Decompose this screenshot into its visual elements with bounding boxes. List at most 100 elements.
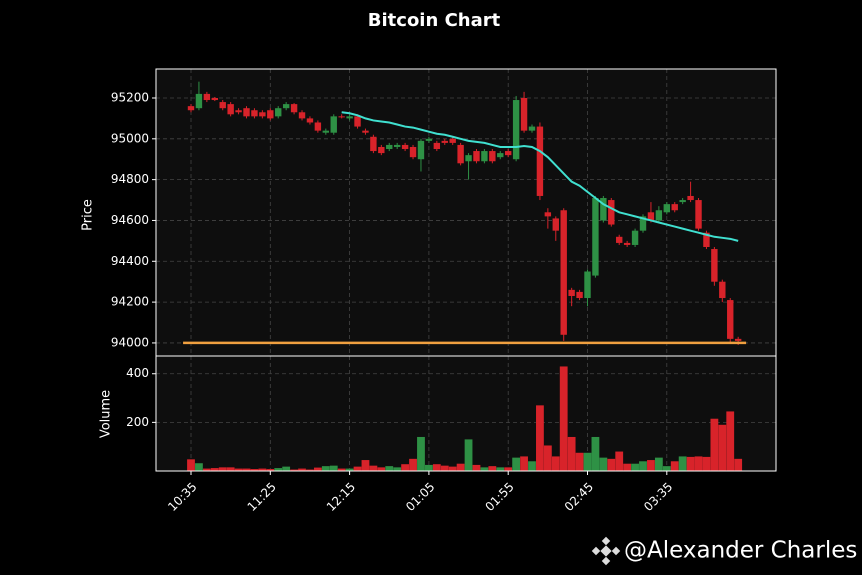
candle-body	[528, 126, 536, 131]
volume-bar	[575, 452, 584, 471]
volume-bar	[591, 436, 600, 471]
volume-bar	[678, 456, 687, 471]
candle-body	[703, 232, 710, 247]
volume-bar	[353, 466, 362, 471]
candle-body	[489, 151, 496, 162]
volume-bar	[448, 466, 457, 471]
y-axis-title: Price	[81, 199, 96, 231]
volume-bar	[480, 467, 489, 471]
candle-body	[219, 102, 226, 109]
candle-body	[465, 155, 472, 162]
volume-bar	[734, 458, 743, 471]
candle-body	[449, 138, 456, 143]
candle-body	[417, 140, 425, 160]
volume-bar	[377, 467, 386, 471]
candle-body	[211, 97, 218, 101]
candle-body	[322, 130, 330, 133]
candle-body	[544, 212, 552, 217]
volume-bar	[250, 469, 259, 471]
y-tick-label: 95200	[111, 90, 149, 104]
candle-body	[203, 93, 211, 101]
candle-body	[568, 289, 575, 296]
volume-axis-title: Volume	[99, 390, 114, 438]
volume-bar	[464, 439, 473, 471]
volume-bar	[187, 459, 195, 471]
candle-body	[679, 200, 686, 203]
candle-body	[536, 126, 544, 196]
candle-body	[734, 338, 742, 341]
volume-bar	[425, 464, 433, 471]
volume-bar	[726, 411, 735, 471]
volume-bar	[282, 466, 291, 471]
plot-area	[156, 69, 776, 471]
candle-body	[338, 116, 345, 118]
volume-bar	[528, 461, 536, 471]
candle-body	[639, 216, 647, 231]
volume-bar	[369, 465, 378, 471]
candle-body	[505, 151, 512, 156]
volume-bar	[290, 469, 298, 471]
candle-body	[298, 112, 306, 119]
volume-bar	[686, 456, 695, 471]
candle-body	[512, 100, 520, 160]
candle-body	[457, 144, 464, 164]
volume-bar	[361, 460, 370, 471]
volume-bar	[639, 461, 647, 471]
volume-bar	[615, 451, 624, 471]
candle-body	[616, 236, 623, 243]
candle-body	[378, 146, 385, 154]
volume-frame	[155, 355, 777, 472]
candle-body	[663, 204, 670, 213]
volume-bar	[321, 466, 330, 471]
candle-body	[647, 212, 655, 221]
candle-body	[727, 300, 734, 339]
candle-body	[243, 108, 250, 117]
volume-bar	[496, 467, 505, 471]
candle-body	[354, 116, 361, 127]
volume-bar	[654, 457, 663, 471]
volume-bar	[702, 456, 711, 471]
volume-bar	[274, 468, 283, 471]
candle-body	[282, 104, 290, 109]
candle-body	[473, 151, 480, 162]
volume-bar	[440, 465, 449, 471]
candle-body	[552, 218, 559, 231]
volume-bar	[662, 466, 671, 471]
candle-body	[251, 110, 258, 117]
volume-bar	[631, 463, 639, 471]
volume-bar	[488, 466, 497, 471]
candle-body	[695, 200, 702, 229]
volume-bar	[218, 467, 227, 471]
candle-body	[346, 116, 353, 119]
volume-bar	[623, 463, 632, 471]
y-tick-label: 94400	[111, 254, 149, 268]
volume-bar	[202, 468, 211, 471]
volume-bar	[345, 468, 354, 471]
candle-body	[600, 198, 607, 221]
volume-bar	[266, 469, 275, 471]
moving-average	[341, 111, 739, 242]
candle-body	[235, 110, 242, 113]
candle-body	[631, 230, 639, 245]
volume-bar	[298, 468, 306, 471]
candle-body	[433, 142, 441, 150]
candle-body	[719, 281, 726, 299]
volume-bar	[543, 445, 552, 471]
volume-bar	[432, 464, 441, 471]
watermark: @Alexander Charles	[624, 538, 857, 564]
volume-bar	[670, 461, 679, 471]
y-tick-label: 94600	[111, 213, 149, 227]
volume-bar	[409, 458, 417, 471]
volume-bar	[258, 468, 267, 471]
candle-body	[655, 210, 663, 221]
candle-body	[441, 140, 448, 143]
volume-bar	[504, 467, 513, 471]
volume-bar	[710, 418, 719, 471]
candle-body	[425, 138, 433, 141]
volume-bar	[210, 468, 219, 471]
candle-body	[520, 97, 528, 131]
candle-body	[195, 93, 203, 109]
y-tick-label: 200	[126, 415, 149, 429]
candle-body	[187, 106, 195, 111]
candle-body	[608, 200, 615, 225]
